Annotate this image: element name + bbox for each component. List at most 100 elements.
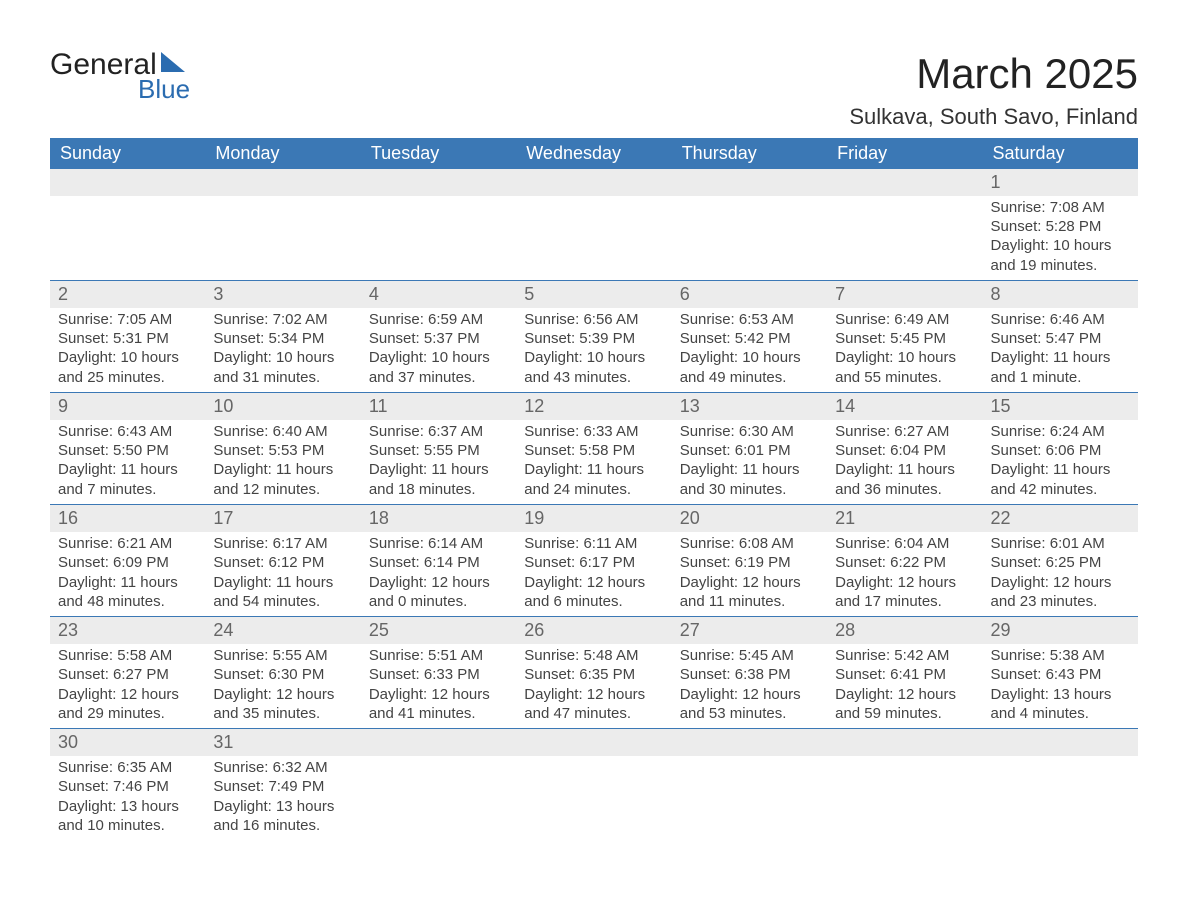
day-ss: Sunset: 6:38 PM	[680, 665, 819, 684]
calendar-head: Sunday Monday Tuesday Wednesday Thursday…	[50, 138, 1138, 169]
day-sr: Sunrise: 5:42 AM	[835, 646, 974, 665]
day-sr: Sunrise: 6:27 AM	[835, 422, 974, 441]
day-d1: Daylight: 12 hours	[58, 685, 197, 704]
day-number	[50, 169, 205, 196]
day-d1: Daylight: 12 hours	[524, 685, 663, 704]
calendar-body: 1Sunrise: 7:08 AMSunset: 5:28 PMDaylight…	[50, 169, 1138, 840]
day-sr: Sunrise: 6:56 AM	[524, 310, 663, 329]
day-ss: Sunset: 5:50 PM	[58, 441, 197, 460]
logo-text-blue: Blue	[138, 76, 190, 102]
day-detail: Sunrise: 6:24 AMSunset: 6:06 PMDaylight:…	[983, 420, 1138, 505]
day-number	[827, 169, 982, 196]
day-ss: Sunset: 5:42 PM	[680, 329, 819, 348]
day-d2: and 35 minutes.	[213, 704, 352, 723]
day-d1: Daylight: 12 hours	[991, 573, 1130, 592]
page-header: General Blue March 2025 Sulkava, South S…	[50, 50, 1138, 130]
day-d2: and 0 minutes.	[369, 592, 508, 611]
day-d1: Daylight: 12 hours	[680, 573, 819, 592]
day-d1: Daylight: 12 hours	[213, 685, 352, 704]
day-d1: Daylight: 12 hours	[680, 685, 819, 704]
day-ss: Sunset: 5:39 PM	[524, 329, 663, 348]
day-d2: and 48 minutes.	[58, 592, 197, 611]
day-d2: and 31 minutes.	[213, 368, 352, 387]
day-number: 9	[50, 393, 205, 421]
day-number: 16	[50, 505, 205, 533]
day-sr: Sunrise: 5:51 AM	[369, 646, 508, 665]
day-d1: Daylight: 12 hours	[835, 685, 974, 704]
day-number-row: 2345678	[50, 281, 1138, 309]
day-detail: Sunrise: 6:59 AMSunset: 5:37 PMDaylight:…	[361, 308, 516, 393]
day-ss: Sunset: 5:34 PM	[213, 329, 352, 348]
day-detail	[672, 756, 827, 840]
day-d1: Daylight: 11 hours	[524, 460, 663, 479]
day-ss: Sunset: 5:55 PM	[369, 441, 508, 460]
day-d1: Daylight: 13 hours	[213, 797, 352, 816]
day-detail	[827, 756, 982, 840]
day-ss: Sunset: 6:33 PM	[369, 665, 508, 684]
day-number: 4	[361, 281, 516, 309]
day-d1: Daylight: 11 hours	[991, 348, 1130, 367]
day-number: 20	[672, 505, 827, 533]
day-number	[672, 169, 827, 196]
day-detail: Sunrise: 7:02 AMSunset: 5:34 PMDaylight:…	[205, 308, 360, 393]
day-number: 26	[516, 617, 671, 645]
day-d1: Daylight: 11 hours	[680, 460, 819, 479]
day-ss: Sunset: 6:19 PM	[680, 553, 819, 572]
logo: General Blue	[50, 50, 190, 102]
day-sr: Sunrise: 6:59 AM	[369, 310, 508, 329]
day-detail-row: Sunrise: 6:35 AMSunset: 7:46 PMDaylight:…	[50, 756, 1138, 840]
day-d2: and 30 minutes.	[680, 480, 819, 499]
day-d1: Daylight: 12 hours	[369, 573, 508, 592]
page-title: March 2025	[849, 50, 1138, 98]
dow-mon: Monday	[205, 138, 360, 169]
day-detail: Sunrise: 6:21 AMSunset: 6:09 PMDaylight:…	[50, 532, 205, 617]
day-d2: and 23 minutes.	[991, 592, 1130, 611]
day-d2: and 59 minutes.	[835, 704, 974, 723]
day-number: 15	[983, 393, 1138, 421]
dow-tue: Tuesday	[361, 138, 516, 169]
location-subtitle: Sulkava, South Savo, Finland	[849, 104, 1138, 130]
day-sr: Sunrise: 7:08 AM	[991, 198, 1130, 217]
day-ss: Sunset: 5:58 PM	[524, 441, 663, 460]
day-detail: Sunrise: 5:42 AMSunset: 6:41 PMDaylight:…	[827, 644, 982, 729]
day-sr: Sunrise: 6:49 AM	[835, 310, 974, 329]
day-d1: Daylight: 11 hours	[369, 460, 508, 479]
day-d1: Daylight: 10 hours	[991, 236, 1130, 255]
day-ss: Sunset: 5:53 PM	[213, 441, 352, 460]
day-d2: and 41 minutes.	[369, 704, 508, 723]
day-sr: Sunrise: 6:24 AM	[991, 422, 1130, 441]
day-detail-row: Sunrise: 5:58 AMSunset: 6:27 PMDaylight:…	[50, 644, 1138, 729]
day-detail: Sunrise: 6:32 AMSunset: 7:49 PMDaylight:…	[205, 756, 360, 840]
day-sr: Sunrise: 6:17 AM	[213, 534, 352, 553]
day-number-row: 3031	[50, 729, 1138, 757]
day-number: 5	[516, 281, 671, 309]
day-detail: Sunrise: 5:51 AMSunset: 6:33 PMDaylight:…	[361, 644, 516, 729]
day-detail: Sunrise: 6:08 AMSunset: 6:19 PMDaylight:…	[672, 532, 827, 617]
day-number: 13	[672, 393, 827, 421]
day-sr: Sunrise: 6:46 AM	[991, 310, 1130, 329]
day-d2: and 6 minutes.	[524, 592, 663, 611]
day-number: 3	[205, 281, 360, 309]
day-number	[827, 729, 982, 757]
day-d1: Daylight: 12 hours	[524, 573, 663, 592]
day-number-row: 23242526272829	[50, 617, 1138, 645]
day-ss: Sunset: 6:43 PM	[991, 665, 1130, 684]
day-detail-row: Sunrise: 6:21 AMSunset: 6:09 PMDaylight:…	[50, 532, 1138, 617]
day-ss: Sunset: 6:12 PM	[213, 553, 352, 572]
day-number: 23	[50, 617, 205, 645]
day-detail: Sunrise: 6:56 AMSunset: 5:39 PMDaylight:…	[516, 308, 671, 393]
day-number: 18	[361, 505, 516, 533]
day-detail: Sunrise: 6:01 AMSunset: 6:25 PMDaylight:…	[983, 532, 1138, 617]
day-d2: and 4 minutes.	[991, 704, 1130, 723]
day-detail: Sunrise: 6:30 AMSunset: 6:01 PMDaylight:…	[672, 420, 827, 505]
day-d1: Daylight: 11 hours	[58, 573, 197, 592]
dow-fri: Friday	[827, 138, 982, 169]
day-number	[361, 729, 516, 757]
day-detail: Sunrise: 5:45 AMSunset: 6:38 PMDaylight:…	[672, 644, 827, 729]
day-ss: Sunset: 6:01 PM	[680, 441, 819, 460]
day-number: 21	[827, 505, 982, 533]
dow-sun: Sunday	[50, 138, 205, 169]
day-sr: Sunrise: 6:53 AM	[680, 310, 819, 329]
day-d2: and 16 minutes.	[213, 816, 352, 835]
day-ss: Sunset: 5:47 PM	[991, 329, 1130, 348]
